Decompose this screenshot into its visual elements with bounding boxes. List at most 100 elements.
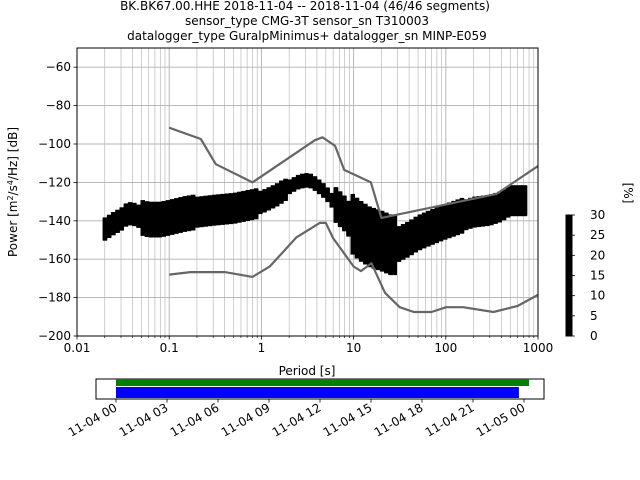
heatmap-cell [115, 209, 120, 212]
title-line-3: datalogger_type GuralpMinimus+ datalogge… [127, 29, 487, 43]
heatmap-cell [127, 202, 133, 205]
heatmap-cell [510, 185, 515, 188]
colorbar-swatch [566, 301, 572, 305]
heatmap-cell [321, 183, 326, 186]
plot-frame [76, 47, 539, 337]
colorbar-swatch [566, 313, 572, 317]
heatmap-cell [518, 185, 523, 188]
colorbar-swatch [566, 279, 572, 282]
heatmap-cell [421, 212, 427, 215]
x-axis-ticks: 0.01 0.1 1 10 100 1000 [64, 336, 553, 355]
heatmap-cell [283, 178, 288, 181]
colorbar-swatch [566, 321, 572, 325]
y-label-part-2: /s [6, 185, 20, 195]
heatmap-cell [413, 216, 418, 219]
colorbar-swatch [566, 281, 572, 284]
heatmap-cell [148, 201, 154, 204]
heatmap-cell [316, 179, 322, 182]
colorbar-tick-label: 25 [590, 228, 605, 242]
colorbar-swatch [566, 243, 572, 246]
heatmap-cell [396, 226, 402, 229]
heatmap-cell [161, 201, 166, 204]
heatmap-cell [144, 201, 150, 204]
heatmap-cell [262, 189, 267, 192]
colorbar-swatch [566, 273, 572, 276]
colorbar-tick-label: 30 [590, 208, 605, 222]
heatmap-cell [342, 195, 347, 198]
heatmap-cell [216, 194, 221, 197]
time-tick-label: 11-04 06 [168, 400, 222, 439]
colorbar-swatch [566, 223, 572, 226]
x-tick-label: 0.01 [64, 341, 91, 355]
heatmap-cell [295, 174, 301, 178]
colorbar-swatch [566, 275, 572, 278]
time-tick-label: 11-04 00 [66, 400, 120, 439]
heatmap-cell [195, 196, 200, 199]
heatmap-cell [102, 217, 108, 220]
colorbar-swatch [566, 269, 572, 272]
heatmap-cell [367, 206, 372, 209]
heatmap-cell [312, 176, 318, 179]
colorbar-swatch [566, 317, 572, 321]
colorbar-gradient [566, 215, 572, 337]
heatmap-cell [434, 207, 439, 210]
y-axis-ticks: −60 −80 −100 −120 −140 −160 −180 −200 [38, 60, 77, 343]
colorbar-swatch [566, 277, 572, 280]
time-tick-label: 11-04 15 [321, 400, 375, 439]
colorbar-swatch [566, 255, 572, 258]
colorbar-swatch [566, 331, 572, 335]
heatmap-cell [186, 195, 192, 198]
heatmap-cell [379, 210, 385, 213]
y-tick-label: −140 [38, 214, 71, 228]
colorbar-swatch [566, 233, 572, 236]
colorbar-swatch [566, 239, 572, 242]
colorbar-swatch [566, 285, 572, 288]
heatmap-cell [384, 212, 389, 215]
colorbar-swatch [566, 311, 572, 315]
heatmap-cell [291, 177, 297, 180]
low-noise-model-line [169, 221, 538, 314]
heatmap-cell [304, 173, 309, 176]
heatmap-cell [287, 179, 292, 182]
heatmap-cell [371, 207, 376, 211]
heatmap-cell [354, 197, 360, 200]
colorbar-swatch [566, 241, 572, 244]
heatmap-cell [258, 190, 263, 193]
colorbar-swatch [566, 259, 572, 262]
y-label-sup-2: 4 [6, 180, 15, 185]
heatmap-cell [178, 197, 183, 200]
colorbar-swatch [566, 293, 572, 297]
heatmap-cell [207, 195, 213, 198]
colorbar-swatch [566, 215, 572, 218]
heatmap-cell [358, 201, 364, 204]
colorbar-swatch [566, 253, 572, 256]
heatmap-cell [279, 180, 284, 183]
heatmap-cell [224, 193, 229, 196]
heatmap-cell [174, 198, 179, 201]
colorbar-ticks: 0 5 10 15 20 25 30 [572, 208, 605, 343]
heatmap-cell [346, 200, 351, 203]
heatmap-cell [203, 195, 208, 198]
chart-title: BK.BK67.00.HHE 2018-11-04 -- 2018-11-04 … [120, 0, 490, 43]
colorbar-swatch [566, 289, 572, 293]
colorbar-swatch [566, 257, 572, 260]
colorbar-swatch [566, 297, 572, 301]
colorbar-tick-label: 20 [590, 248, 605, 262]
heatmap-cell [153, 201, 158, 204]
heatmap-cell [417, 214, 423, 217]
time-tick-label: 11-04 21 [423, 400, 477, 439]
colorbar-swatch [566, 225, 572, 228]
processed-coverage-bar [116, 387, 519, 398]
x-axis-label: Period [s] [279, 364, 336, 378]
heatmap-cell [266, 187, 271, 190]
y-tick-label: −120 [38, 175, 71, 189]
median-curve-line [104, 178, 524, 245]
heatmap-cell [350, 193, 355, 197]
colorbar-swatch [566, 227, 572, 230]
heatmap-cell [329, 192, 334, 196]
colorbar-swatch [566, 299, 572, 303]
heatmap-cell [123, 203, 129, 206]
colorbar-swatch [566, 327, 572, 331]
heatmap-cell [169, 199, 175, 202]
